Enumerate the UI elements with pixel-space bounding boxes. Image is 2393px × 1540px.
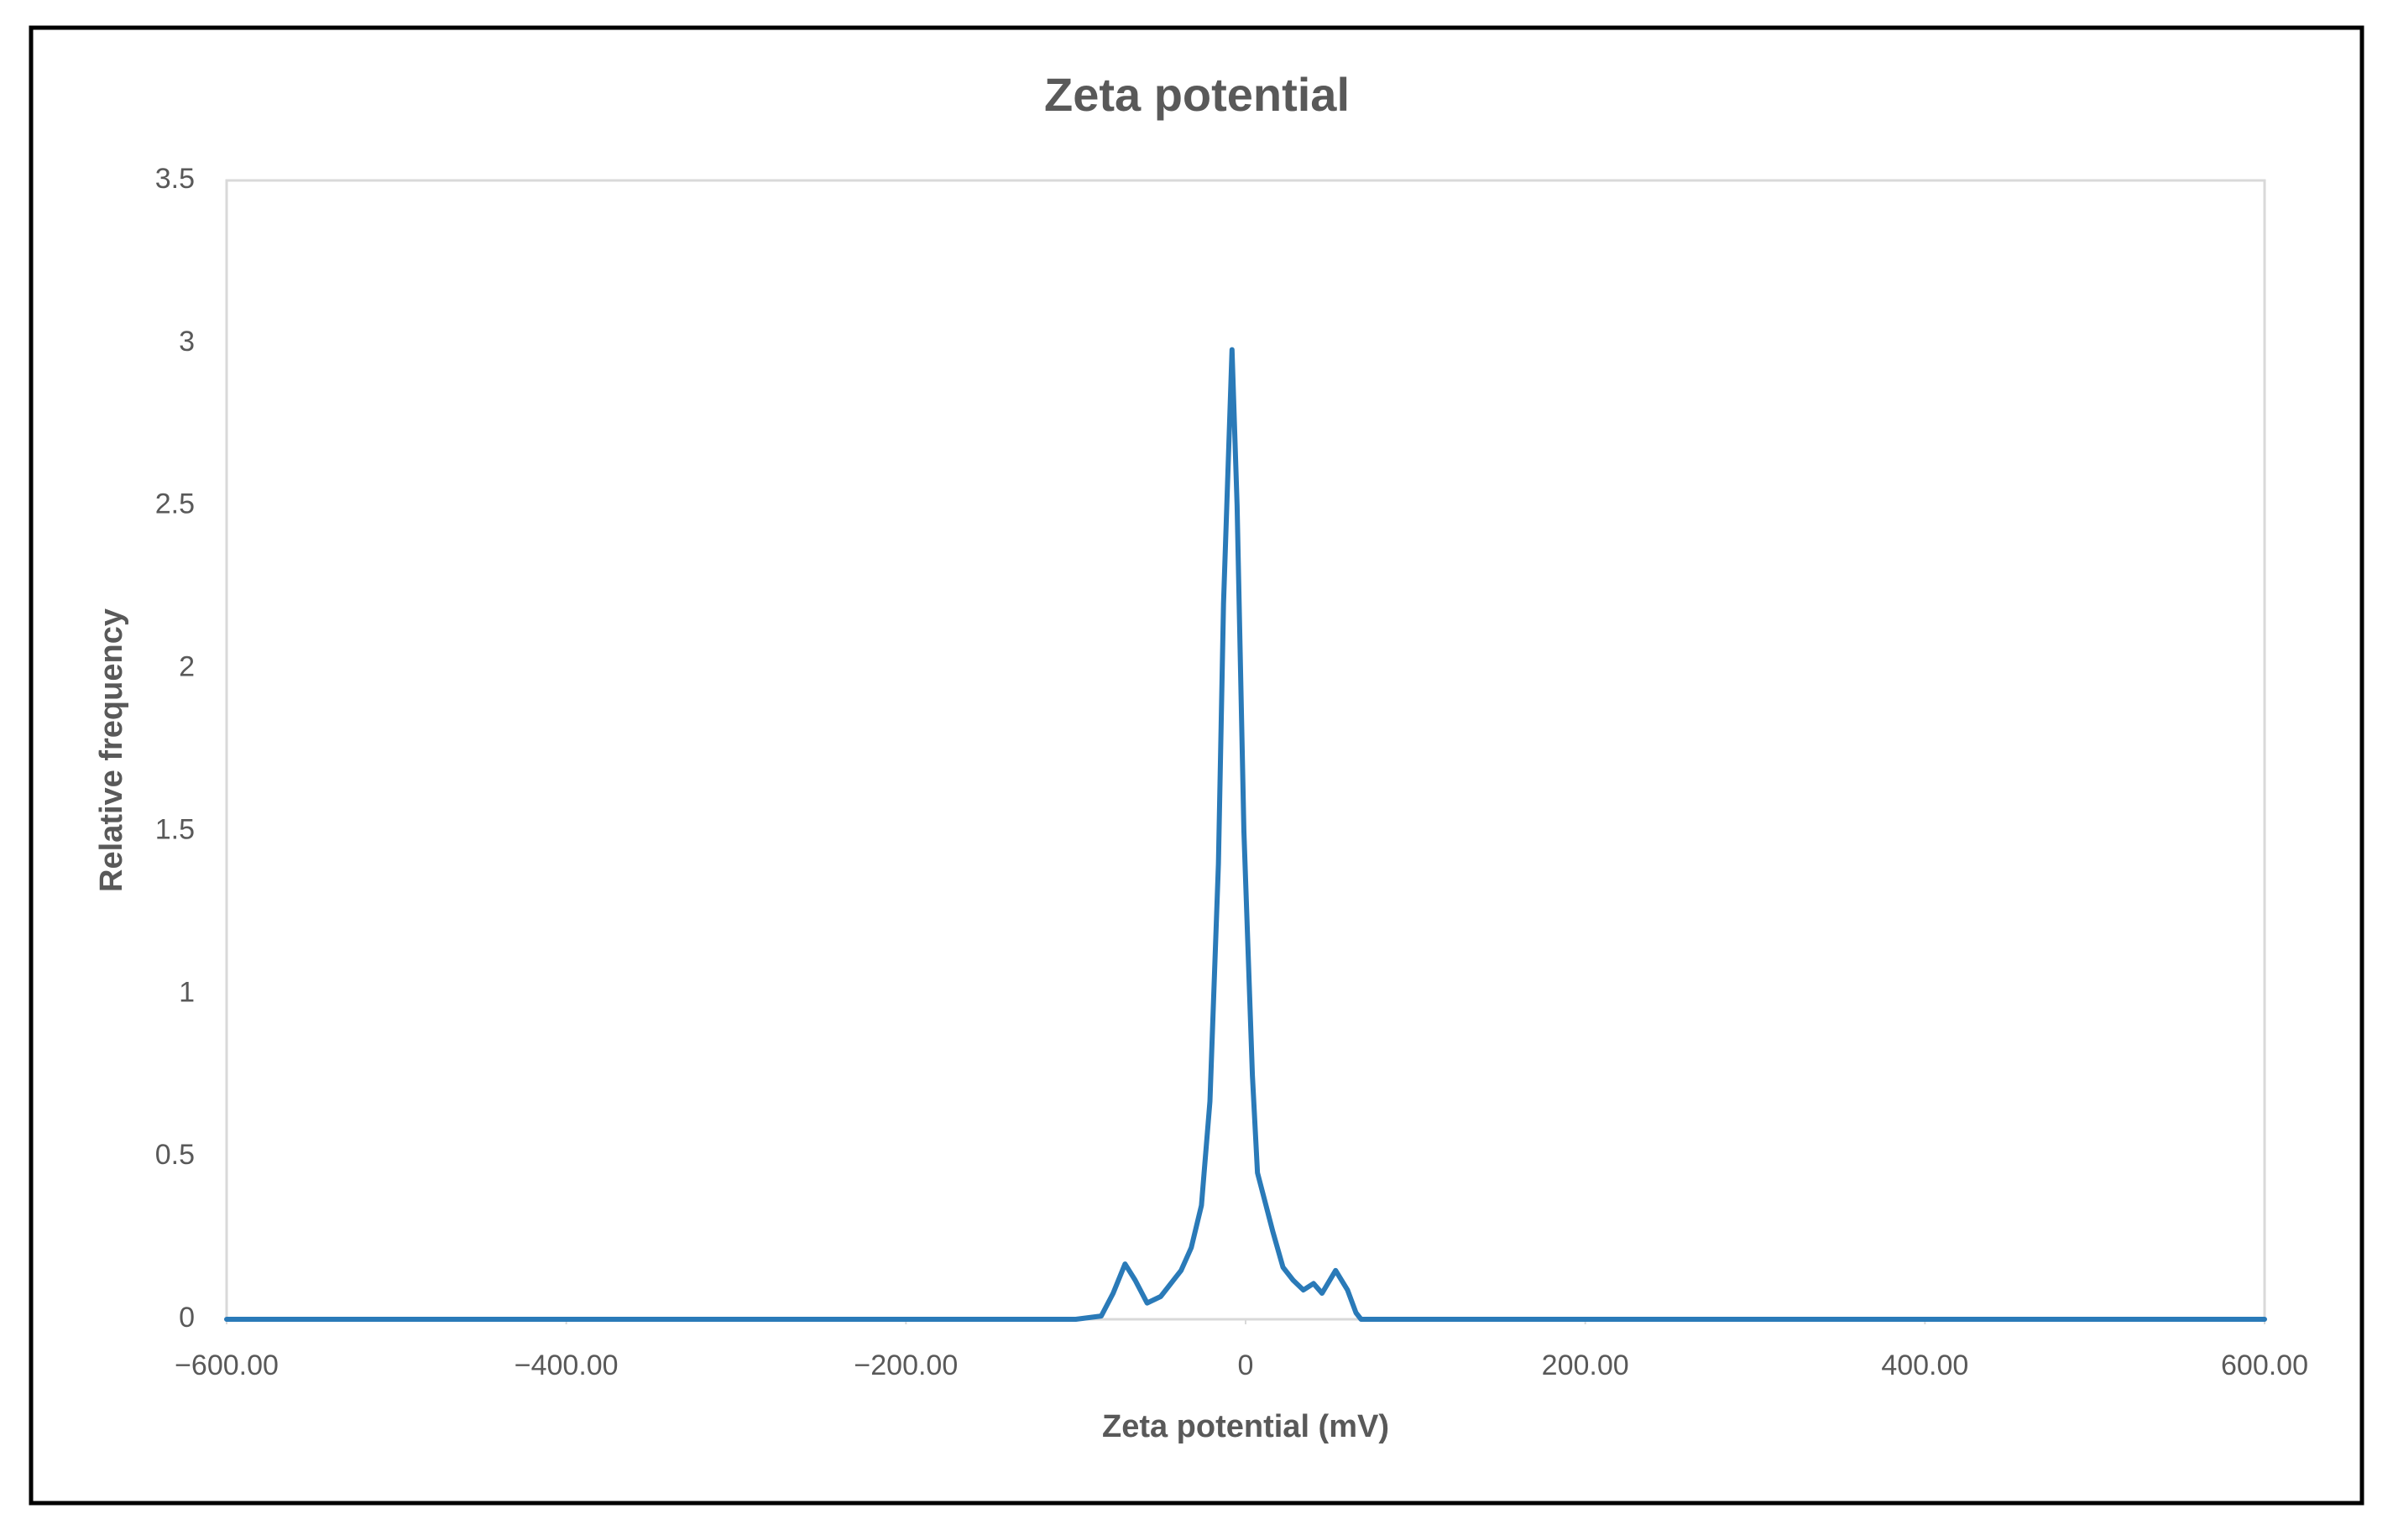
x-axis-label: Zeta potential (mV) (1102, 1409, 1389, 1444)
y-tick-label: 2.5 (155, 488, 195, 520)
y-tick-label: 0 (179, 1302, 195, 1334)
y-tick-label: 2 (179, 651, 195, 683)
x-tick-label: 0 (1238, 1349, 1254, 1381)
chart-frame (29, 25, 2364, 1506)
y-tick-label: 3 (179, 326, 195, 358)
x-tick-label: 200.00 (1542, 1349, 1629, 1381)
x-tick-label: −600.00 (175, 1349, 279, 1381)
chart-title: Zeta potential (1044, 68, 1350, 121)
y-axis-label: Relative frequency (94, 608, 129, 892)
y-tick-label: 0.5 (155, 1139, 195, 1171)
y-tick-label: 1.5 (155, 813, 195, 845)
x-tick-label: 400.00 (1881, 1349, 1968, 1381)
y-tick-label: 1 (179, 976, 195, 1008)
data-line (224, 347, 2267, 1322)
x-tick-label: −400.00 (515, 1349, 619, 1381)
y-tick-label: 3.5 (155, 163, 195, 195)
x-tick-label: 600.00 (2221, 1349, 2308, 1381)
x-tick-label: −200.00 (854, 1349, 958, 1381)
